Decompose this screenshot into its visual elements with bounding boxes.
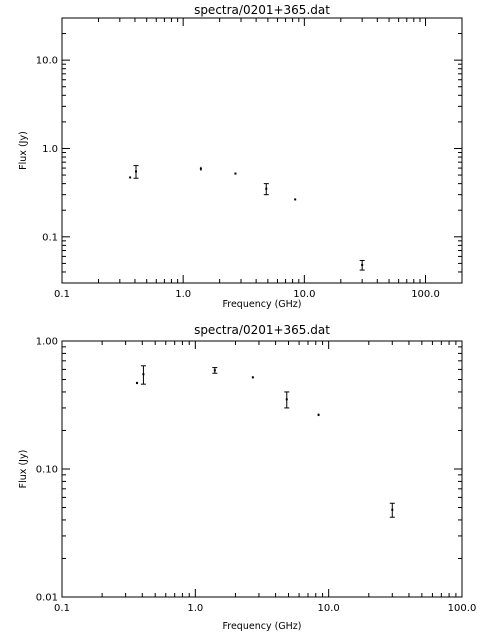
x-tick-label: 10.0: [318, 603, 340, 614]
x-tick-label: 0.1: [54, 289, 70, 300]
y-axis-label: Flux (Jy): [18, 131, 29, 170]
plot-frame: [61, 340, 463, 598]
x-axis-label: Frequency (GHz): [222, 621, 301, 632]
data-marker: [129, 176, 132, 179]
data-marker: [251, 376, 254, 379]
y-tick-label: 10.0: [36, 56, 58, 67]
data-point: [199, 166, 202, 171]
data-marker: [317, 413, 320, 416]
plot-frame: [61, 17, 463, 284]
x-tick-label: 100.0: [448, 603, 477, 614]
x-axis-ticks: [61, 18, 463, 283]
data-series: [129, 165, 365, 271]
x-tick-label: 100.0: [411, 289, 440, 300]
y-tick-label: 1.0: [42, 144, 58, 155]
data-point: [284, 391, 290, 409]
x-tick-label: 0.1: [54, 603, 70, 614]
chart-panel-2: spectra/0201+365.dat 0.1 1.0 10.0 100.0 0.01 0…: [18, 323, 476, 632]
y-tick-label: 0.01: [36, 593, 58, 604]
data-marker: [265, 187, 268, 190]
data-marker: [234, 172, 237, 175]
data-point: [129, 176, 132, 179]
chart-title: spectra/0201+365.dat: [194, 323, 330, 337]
data-marker: [285, 398, 288, 401]
data-series: [135, 365, 395, 518]
data-marker: [134, 170, 137, 173]
y-tick-label: 1.00: [36, 337, 58, 348]
data-marker: [142, 373, 145, 376]
data-point: [234, 172, 237, 175]
data-point: [135, 381, 138, 385]
data-marker: [135, 381, 138, 384]
chart-panel-1: spectra/0201+365.dat 0.1 1.0 10.0 100.0 0.1 1.…: [18, 3, 463, 310]
y-tick-label: 0.1: [42, 232, 58, 243]
data-marker: [213, 369, 216, 372]
data-point: [294, 198, 297, 201]
x-tick-label: 1.0: [175, 289, 191, 300]
data-point: [133, 165, 139, 179]
y-tick-label: 0.10: [36, 465, 58, 476]
x-tick-label: 10.0: [293, 289, 315, 300]
data-marker: [294, 198, 297, 201]
data-point: [317, 413, 320, 417]
data-point: [359, 259, 365, 271]
x-axis-ticks: [61, 341, 463, 597]
x-axis-label: Frequency (GHz): [222, 299, 301, 310]
data-point: [251, 376, 254, 379]
data-marker: [361, 263, 364, 266]
data-marker: [199, 167, 202, 170]
data-point: [263, 183, 269, 196]
chart-title: spectra/0201+365.dat: [194, 3, 330, 17]
data-point: [212, 367, 218, 374]
data-marker: [391, 508, 394, 511]
data-point: [140, 365, 146, 385]
y-axis-ticks: [62, 340, 462, 598]
y-axis-ticks: [62, 17, 462, 284]
x-tick-label: 1.0: [187, 603, 203, 614]
y-axis-label: Flux (Jy): [18, 450, 29, 489]
data-point: [389, 502, 395, 518]
